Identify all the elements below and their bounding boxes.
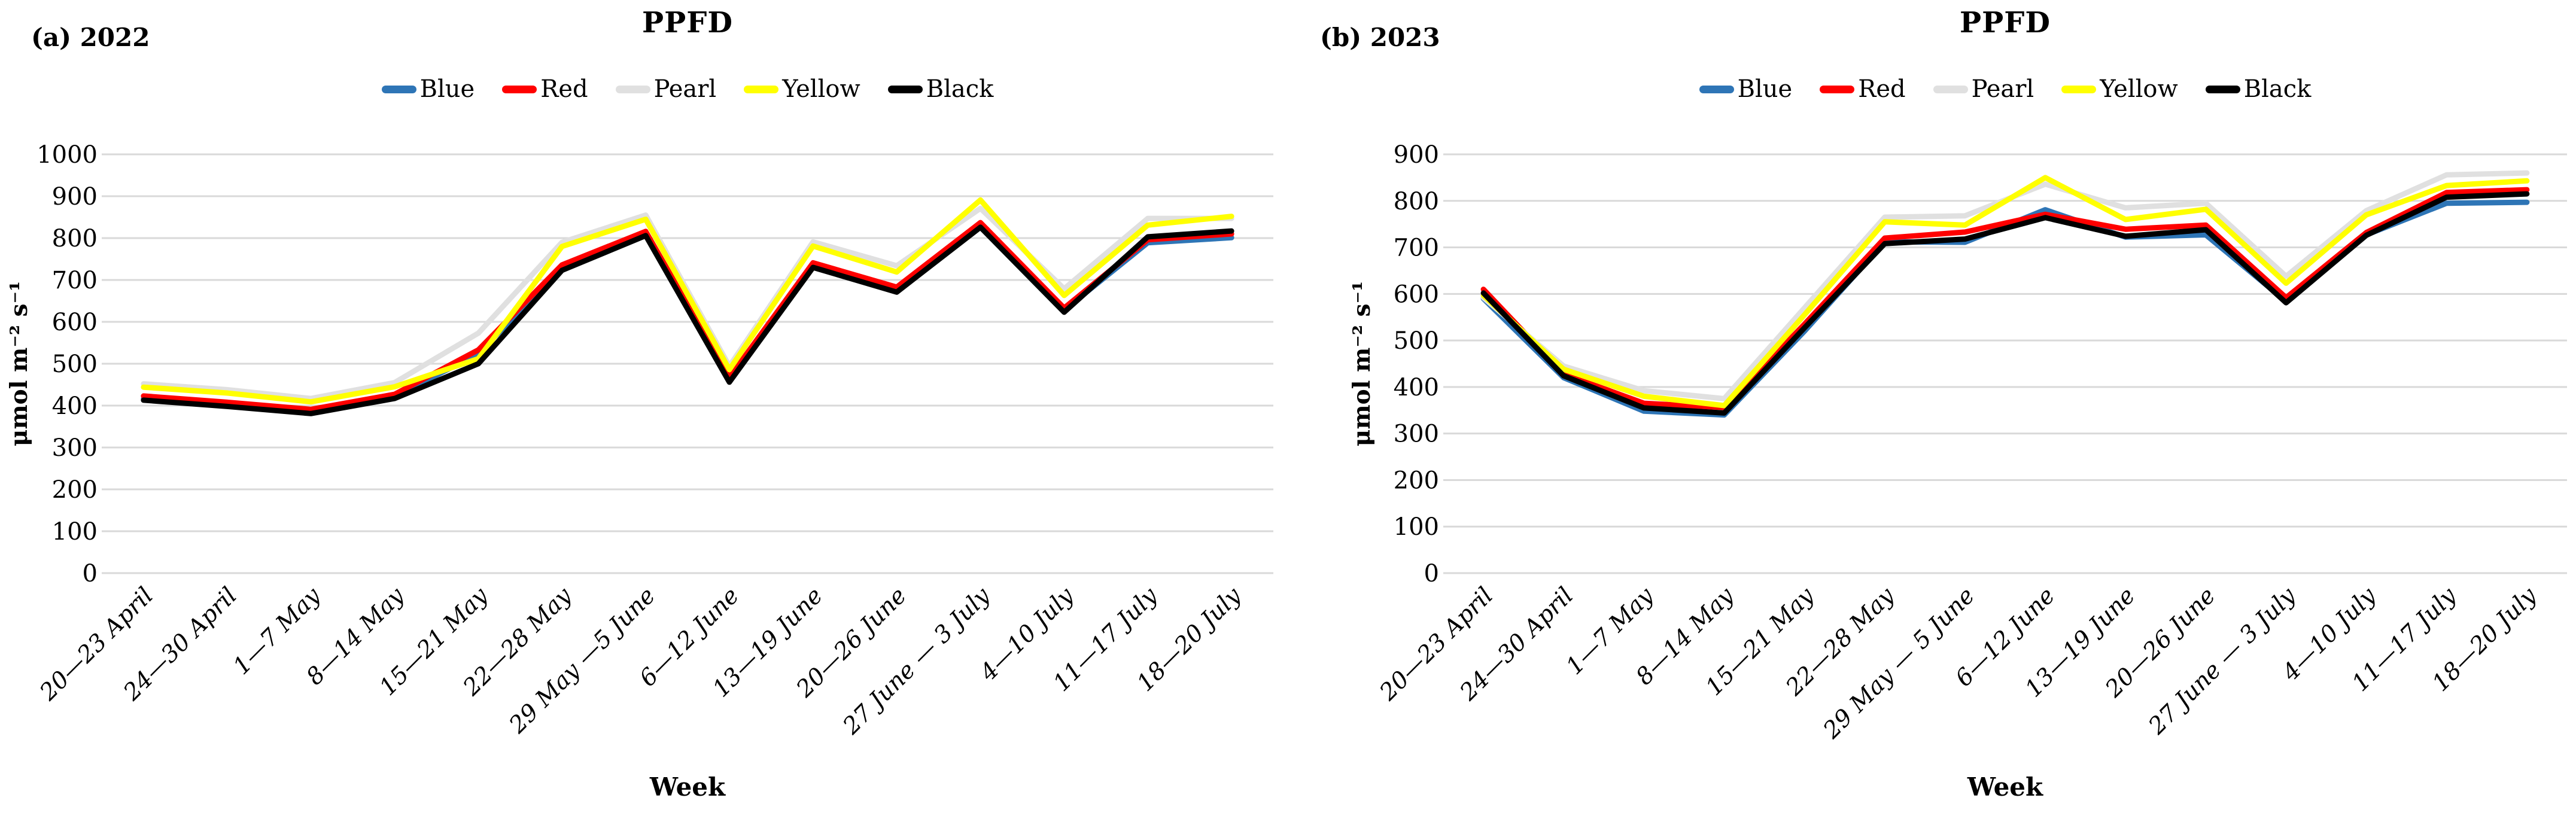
x-tick-label: 27 June — 3 July [838, 582, 996, 741]
series-line-black [141, 224, 1234, 416]
series-line-red [1480, 187, 2530, 410]
legend-item-blue: Blue [381, 75, 475, 103]
legend-color-chip [887, 85, 923, 93]
legend-label: Red [1858, 75, 1906, 103]
gridlines [102, 153, 1273, 574]
panel-label-a: (a) 2022 [31, 23, 150, 52]
legend-label: Pearl [1971, 75, 2034, 103]
y-tick-label: 300 [52, 434, 98, 462]
y-tick-label: 900 [52, 183, 98, 211]
legend-color-chip [1933, 85, 1968, 93]
x-tick-label: 29 May —5 June [504, 582, 661, 739]
legend-color-chip [744, 85, 779, 93]
legend-a: Blue Red Pearl Yellow Black [269, 75, 1106, 103]
series-line-red [141, 220, 1234, 412]
legend-color-chip [381, 85, 416, 93]
legend-color-chip [2205, 85, 2240, 93]
legend-b: Blue Red Pearl Yellow Black [1586, 75, 2424, 103]
chart-title-a: PPFD [642, 6, 733, 39]
y-tick-label: 0 [83, 560, 98, 587]
legend-item-black: Black [2205, 75, 2312, 103]
y-tick-label: 900 [1394, 141, 1439, 169]
chart-title-b: PPFD [1960, 6, 2051, 39]
y-tick-label: 200 [1394, 467, 1439, 494]
legend-color-chip [615, 85, 650, 93]
legend-label: Blue [419, 75, 475, 103]
legend-label: Pearl [653, 75, 717, 103]
legend-item-red: Red [1820, 75, 1906, 103]
series-line-blue [141, 222, 1234, 415]
legend-item-pearl: Pearl [1933, 75, 2034, 103]
x-axis-title: Week [1967, 772, 2043, 802]
legend-color-chip [502, 85, 537, 93]
y-tick-label: 100 [52, 518, 98, 546]
legend-label: Black [2243, 75, 2312, 103]
series-line-black [1480, 191, 2530, 416]
x-tick-label: 27 June — 3 July [2143, 582, 2302, 741]
y-tick-label: 400 [1394, 374, 1439, 401]
legend-item-red: Red [502, 75, 588, 103]
y-tick-label: 800 [52, 225, 98, 252]
y-tick-label: 600 [52, 309, 98, 336]
y-tick-label: 800 [1394, 188, 1439, 215]
legend-item-pearl: Pearl [615, 75, 717, 103]
y-tick-label: 400 [52, 392, 98, 420]
legend-label: Yellow [2100, 75, 2178, 103]
y-axis-title: μmol m⁻² s⁻¹ [1348, 281, 1376, 446]
series-line-yellow [141, 197, 1234, 405]
x-axis-title: Week [649, 772, 726, 802]
legend-label: Yellow [782, 75, 860, 103]
y-axis-title: μmol m⁻² s⁻¹ [5, 281, 33, 446]
y-tick-label: 600 [1394, 281, 1439, 308]
legend-item-black: Black [887, 75, 994, 103]
legend-item-yellow: Yellow [744, 75, 860, 103]
legend-color-chip [2061, 85, 2097, 93]
y-tick-label: 700 [52, 267, 98, 294]
series-line-yellow [1480, 175, 2530, 409]
legend-item-yellow: Yellow [2061, 75, 2178, 103]
y-tick-label: 100 [1394, 513, 1439, 541]
legend-color-chip [1699, 85, 1734, 93]
legend-label: Blue [1737, 75, 1793, 103]
y-tick-label: 200 [52, 476, 98, 504]
y-tick-label: 300 [1394, 421, 1439, 448]
y-tick-label: 500 [52, 351, 98, 378]
y-tick-label: 500 [1394, 327, 1439, 355]
y-tick-label: 0 [1424, 560, 1439, 587]
legend-label: Black [926, 75, 994, 103]
y-tick-label: 700 [1394, 235, 1439, 262]
panel-label-b: (b) 2023 [1320, 23, 1440, 52]
legend-color-chip [1820, 85, 1855, 93]
legend-item-blue: Blue [1699, 75, 1793, 103]
series-line-pearl [1480, 170, 2530, 401]
legend-label: Red [540, 75, 588, 103]
y-tick-label: 1000 [37, 141, 98, 169]
x-tick-label: 29 May — 5 June [1818, 582, 1980, 744]
